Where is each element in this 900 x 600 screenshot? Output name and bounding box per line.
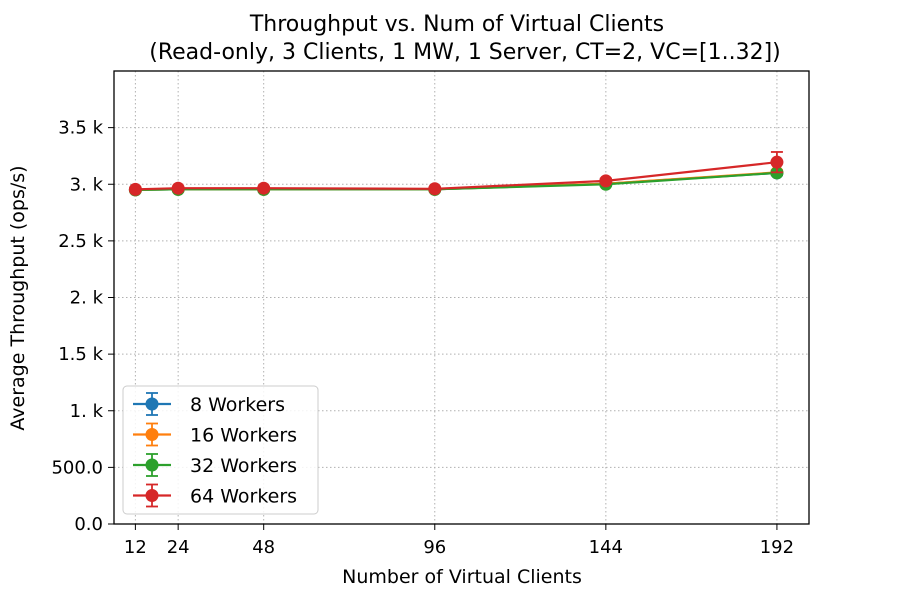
series-layer [128,151,784,197]
x-tick-label: 96 [423,537,446,558]
chart-subtitle: (Read-only, 3 Clients, 1 MW, 1 Server, C… [149,40,780,65]
data-point [599,174,613,188]
data-point [171,181,185,195]
x-axis-label: Number of Virtual Clients [342,566,582,588]
legend-item: 8 Workers [133,392,285,416]
chart-title: Throughput vs. Num of Virtual Clients [249,12,664,37]
legend-item: 32 Workers [133,453,297,477]
y-tick-label: 1.5 k [58,344,103,365]
series-16-workers [128,165,784,197]
y-tick-label: 2. k [70,288,104,309]
legend-item: 64 Workers [133,483,297,508]
legend-item: 16 Workers [133,422,297,447]
data-point [257,181,271,195]
series-8-workers [128,166,784,197]
y-tick-label: 3. k [70,174,104,195]
legend-marker [145,489,159,502]
series-32-workers [128,166,784,197]
legend: 8 Workers 16 Workers 32 Workers 64 Workers [122,385,319,515]
y-tick-label: 0.0 [74,514,103,535]
legend-marker [145,428,159,441]
series-64-workers [128,151,784,196]
data-point [770,155,784,169]
legend-box [122,385,319,515]
y-tick-label: 500.0 [51,457,103,478]
x-tick-label: 12 [124,537,147,558]
series-line [135,161,778,191]
y-axis-label: Average Throughput (ops/s) [7,165,29,430]
y-tick-label: 3.5 k [58,118,103,139]
x-tick-label: 48 [252,537,275,558]
y-tick-label: 1. k [70,401,104,422]
data-point [128,182,142,196]
legend-marker [145,458,159,472]
y-tick-label: 2.5 k [58,231,103,252]
legend-label: 16 Workers [190,425,297,447]
legend-marker [145,397,159,411]
x-tick-label: 144 [589,537,623,558]
legend-label: 32 Workers [190,455,297,477]
x-tick-label: 24 [167,537,190,558]
data-point [428,182,442,196]
x-tick-label: 192 [760,537,794,558]
ticks: 12 24 48 96 144 192 0.0 500.0 1. k 1.5 k 2. k 2.5 k… [51,118,794,558]
legend-label: 8 Workers [190,394,285,416]
legend-label: 64 Workers [190,486,297,508]
